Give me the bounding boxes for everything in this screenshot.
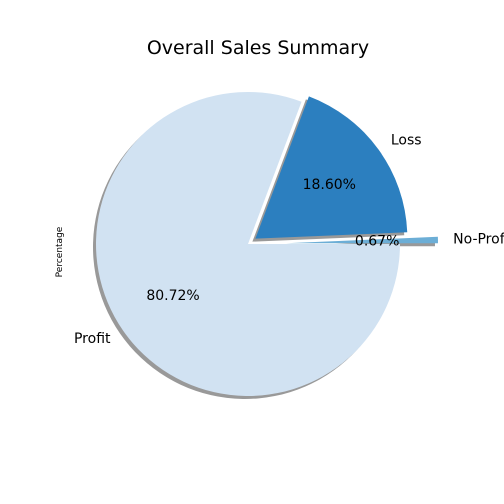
slice-label-profit: Profit xyxy=(74,331,111,347)
slice-labels: Profit 80.72% Loss 18.60% No-Profit 0.67% xyxy=(74,133,504,348)
slice-percent-loss: 18.60% xyxy=(303,177,356,193)
slice-percent-no-profit: 0.67% xyxy=(355,233,399,249)
pie-slice-profit xyxy=(95,91,401,397)
y-axis-label: Percentage xyxy=(55,226,65,277)
pie-slices xyxy=(95,91,438,397)
pie-slice-loss xyxy=(255,96,408,239)
chart-title: Overall Sales Summary xyxy=(147,37,369,59)
slice-percent-profit: 80.72% xyxy=(146,288,199,304)
slice-label-loss: Loss xyxy=(391,133,422,149)
pie-slice-no-profit xyxy=(285,236,438,244)
slice-label-no-profit: No-Profit xyxy=(453,232,504,248)
